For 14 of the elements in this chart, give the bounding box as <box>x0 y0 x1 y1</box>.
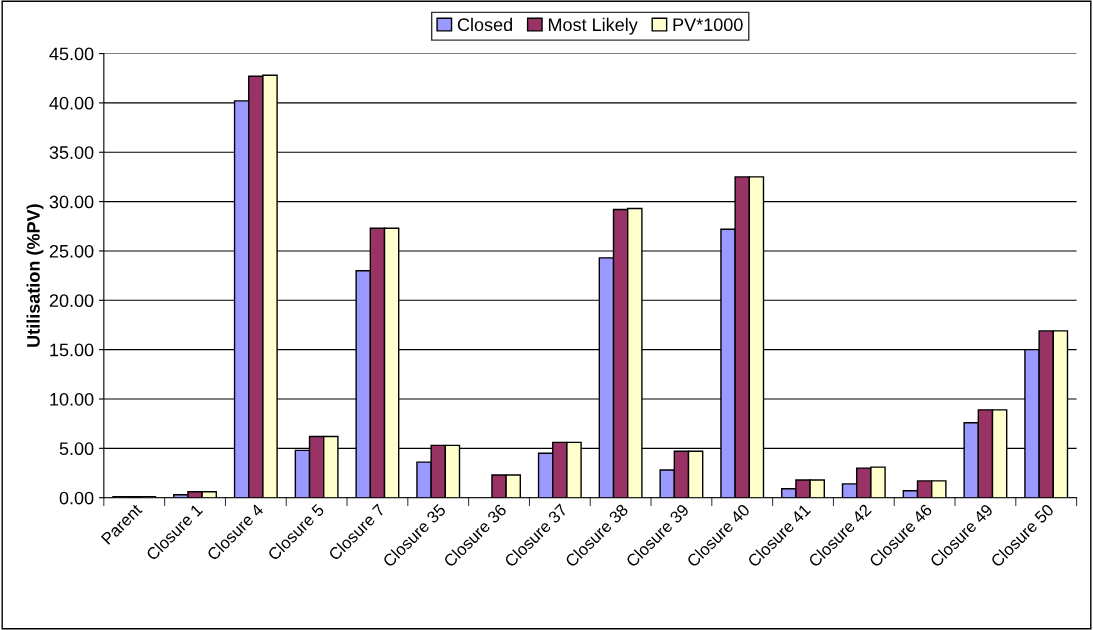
y-tick-label: 0.00 <box>59 491 94 505</box>
y-tick-label: 10.00 <box>50 392 94 406</box>
y-tick-label: 30.00 <box>49 195 94 209</box>
legend-label: Most Likely <box>548 17 638 35</box>
legend-label: Closed <box>457 17 512 32</box>
y-tick-label: 15.00 <box>50 343 94 357</box>
y-tick-label: 35.00 <box>49 146 94 159</box>
y-axis-title: Utilisation (%PV) <box>26 204 44 347</box>
y-tick-label: 40.00 <box>49 96 94 110</box>
y-tick-label: 45.00 <box>49 47 94 61</box>
y-tick-label: 20.00 <box>49 294 94 308</box>
legend-label: PV*1000 <box>673 18 743 32</box>
y-tick-label: 5.00 <box>59 442 94 456</box>
y-tick-label: 25.00 <box>49 244 94 258</box>
